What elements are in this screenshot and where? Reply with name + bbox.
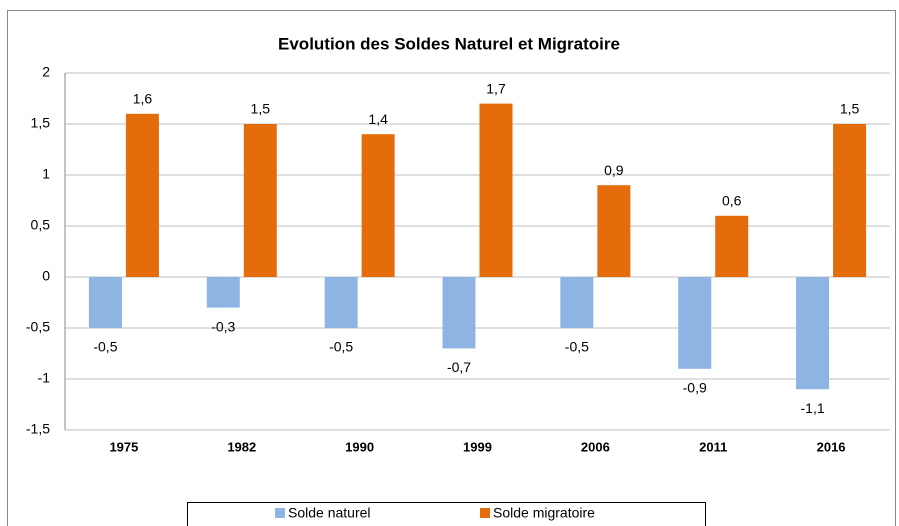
data-label: 1,5 [251,101,271,117]
chart-title: Evolution des Soldes Naturel et Migratoi… [278,34,620,53]
bar [243,124,277,277]
y-tick-label: -1 [38,370,51,386]
data-label: -0,5 [565,339,589,355]
bar [597,185,631,277]
bar [361,134,395,277]
x-tick-label: 1999 [463,439,492,454]
data-label: -0,5 [329,339,353,355]
bar [796,277,830,390]
data-label: 1,7 [486,80,506,96]
y-tick-label: 0 [42,268,50,284]
y-tick-label: 0,5 [31,217,51,233]
bar [833,124,867,277]
legend-label: Solde migratoire [493,505,595,521]
bar [715,215,749,277]
x-tick-label: 1975 [109,439,138,454]
data-label: -0,3 [211,318,235,334]
y-tick-label: 1,5 [31,115,51,131]
bar [678,277,712,369]
data-label: 0,9 [604,162,624,178]
data-label: 1,4 [368,111,388,127]
data-label: 1,5 [840,101,860,117]
bar [88,277,122,328]
data-label: -0,5 [93,339,117,355]
y-tick-label: -0,5 [26,319,50,335]
legend-swatch [275,508,285,518]
x-tick-label: 2011 [699,439,727,454]
data-label: -0,9 [683,380,707,396]
x-tick-label: 2016 [817,439,846,454]
bar [324,277,358,328]
data-label: -0,7 [447,359,471,375]
data-label: -1,1 [801,400,825,416]
bar [125,113,159,277]
data-label: 0,6 [722,193,742,209]
legend-swatch [480,508,490,518]
x-tick-label: 2006 [581,439,610,454]
legend-box [187,502,706,526]
y-tick-label: 2 [42,64,50,80]
bar [206,277,240,308]
y-tick-label: -1,5 [26,421,50,437]
data-label: 1,6 [133,91,153,107]
x-tick-label: 1990 [345,439,374,454]
y-tick-label: 1 [42,166,50,182]
x-tick-label: 1982 [227,439,256,454]
bar [479,103,513,277]
bar [560,277,594,328]
legend-label: Solde naturel [288,505,371,521]
bar [442,277,476,349]
